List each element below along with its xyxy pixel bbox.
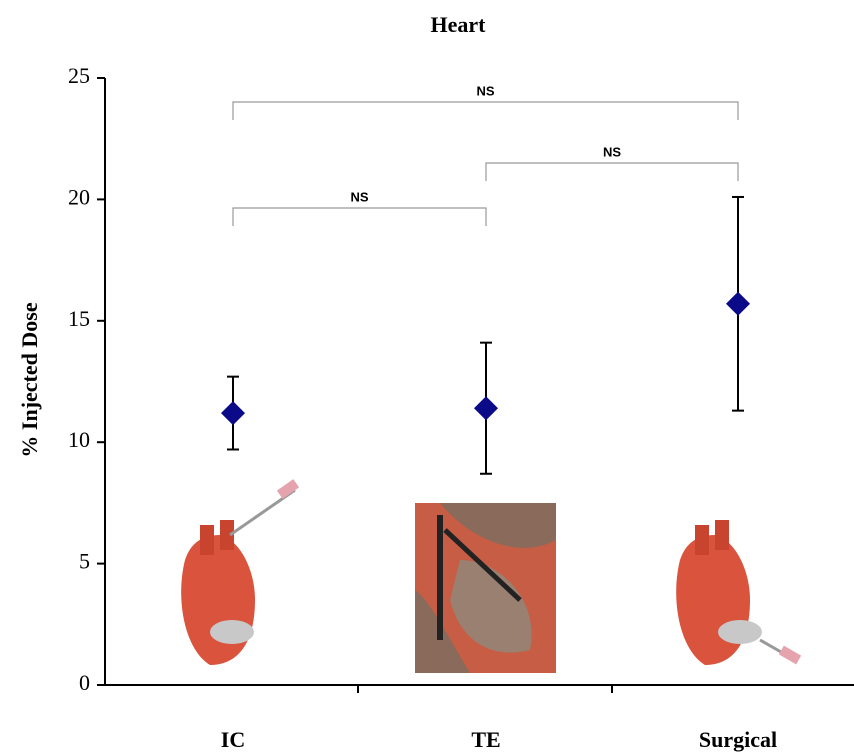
data-point xyxy=(221,401,245,425)
significance-bracket xyxy=(233,102,738,120)
x-tick-label: IC xyxy=(221,727,245,752)
data-point xyxy=(474,396,498,420)
y-tick-label: 25 xyxy=(68,63,90,88)
heart-illustration-ic xyxy=(181,479,299,665)
y-tick-label: 15 xyxy=(68,306,90,331)
significance-bracket xyxy=(233,208,486,226)
significance-label: NS xyxy=(350,189,368,204)
heart-illustration-surgical xyxy=(676,520,801,665)
data-point xyxy=(726,292,750,316)
y-axis-label: % Injected Dose xyxy=(17,302,42,457)
illustrations xyxy=(181,479,801,673)
y-tick-label: 20 xyxy=(68,184,90,209)
y-tick-label: 0 xyxy=(79,670,90,695)
significance-label: NS xyxy=(476,83,494,98)
x-tick-label: Surgical xyxy=(699,727,777,752)
chart: Heart % Injected Dose 051015202 xyxy=(0,0,854,755)
x-tick-label: TE xyxy=(471,727,500,752)
y-tick-label: 5 xyxy=(79,549,90,574)
significance-label: NS xyxy=(603,144,621,159)
y-tick-label: 10 xyxy=(68,427,90,452)
chart-title: Heart xyxy=(431,12,487,37)
significance-bracket xyxy=(486,163,738,181)
tee-illustration xyxy=(415,503,556,673)
